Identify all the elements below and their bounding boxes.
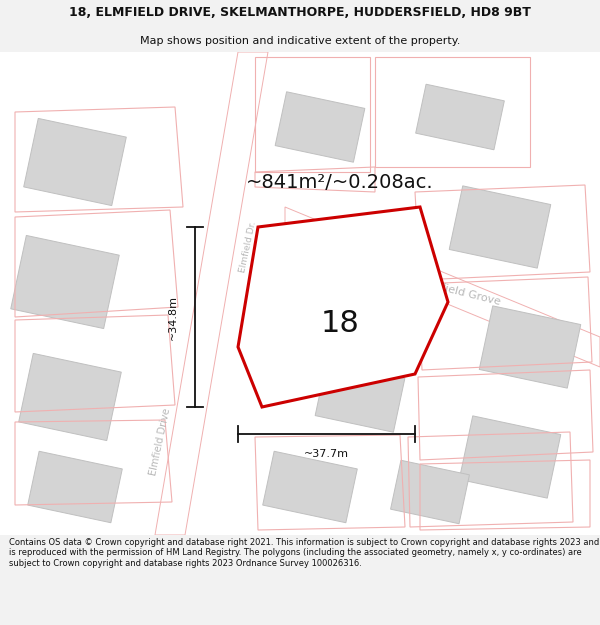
Polygon shape bbox=[459, 416, 561, 498]
Polygon shape bbox=[11, 236, 119, 329]
Polygon shape bbox=[416, 84, 505, 150]
Text: Elmfield Dr.: Elmfield Dr. bbox=[238, 221, 258, 274]
Text: Elmfield Drive: Elmfield Drive bbox=[148, 408, 172, 477]
Polygon shape bbox=[285, 207, 600, 367]
Polygon shape bbox=[28, 451, 122, 522]
Text: Contains OS data © Crown copyright and database right 2021. This information is : Contains OS data © Crown copyright and d… bbox=[9, 538, 599, 568]
Polygon shape bbox=[315, 362, 405, 432]
Text: 18, ELMFIELD DRIVE, SKELMANTHORPE, HUDDERSFIELD, HD8 9BT: 18, ELMFIELD DRIVE, SKELMANTHORPE, HUDDE… bbox=[69, 6, 531, 19]
Polygon shape bbox=[19, 353, 121, 441]
Polygon shape bbox=[479, 306, 581, 388]
Text: 18: 18 bbox=[320, 309, 359, 339]
Text: ~37.7m: ~37.7m bbox=[304, 449, 349, 459]
Text: ~841m²/~0.208ac.: ~841m²/~0.208ac. bbox=[246, 173, 434, 191]
Text: ~34.8m: ~34.8m bbox=[168, 294, 178, 339]
Polygon shape bbox=[263, 451, 357, 522]
Polygon shape bbox=[449, 186, 551, 268]
Polygon shape bbox=[391, 460, 469, 524]
Text: Oakfield Grove: Oakfield Grove bbox=[418, 277, 502, 307]
Polygon shape bbox=[155, 52, 268, 535]
Polygon shape bbox=[238, 207, 448, 407]
Text: Map shows position and indicative extent of the property.: Map shows position and indicative extent… bbox=[140, 36, 460, 46]
Polygon shape bbox=[24, 118, 126, 206]
Polygon shape bbox=[275, 92, 365, 162]
